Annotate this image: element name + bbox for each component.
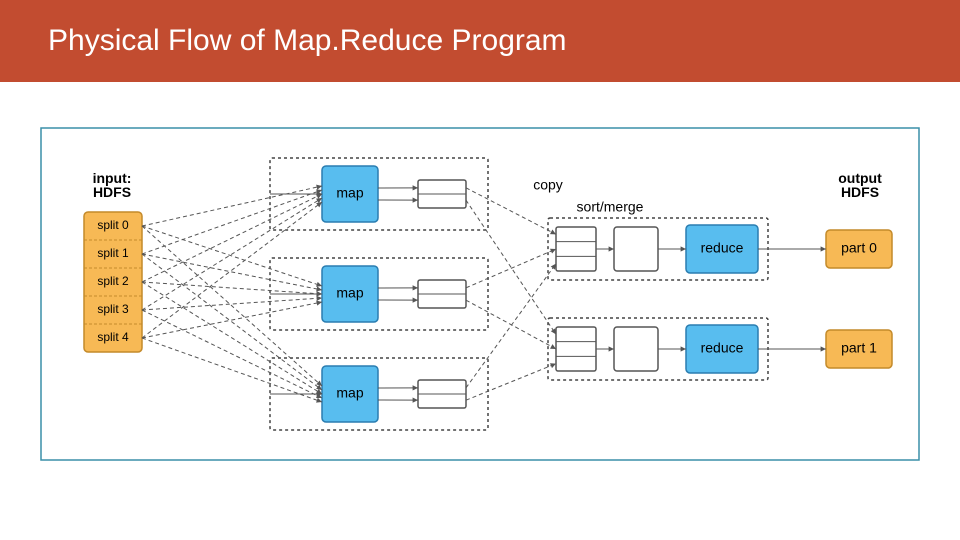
svg-text:reduce: reduce [701, 240, 744, 256]
svg-text:split 1: split 1 [97, 246, 129, 260]
svg-text:part 1: part 1 [841, 340, 877, 356]
svg-text:outputHDFS: outputHDFS [838, 170, 882, 200]
svg-text:map: map [336, 385, 363, 401]
svg-text:split 3: split 3 [97, 302, 129, 316]
svg-text:part 0: part 0 [841, 240, 877, 256]
svg-text:split 4: split 4 [97, 330, 129, 344]
svg-text:split 0: split 0 [97, 218, 129, 232]
diagram-svg: input:HDFS outputHDFS copy sort/merge split … [0, 0, 960, 540]
svg-text:copy: copy [533, 177, 563, 193]
svg-text:split 2: split 2 [97, 274, 129, 288]
svg-text:sort/merge: sort/merge [577, 199, 644, 215]
svg-text:map: map [336, 285, 363, 301]
svg-text:map: map [336, 185, 363, 201]
svg-text:reduce: reduce [701, 340, 744, 356]
svg-text:input:HDFS: input:HDFS [93, 170, 132, 200]
